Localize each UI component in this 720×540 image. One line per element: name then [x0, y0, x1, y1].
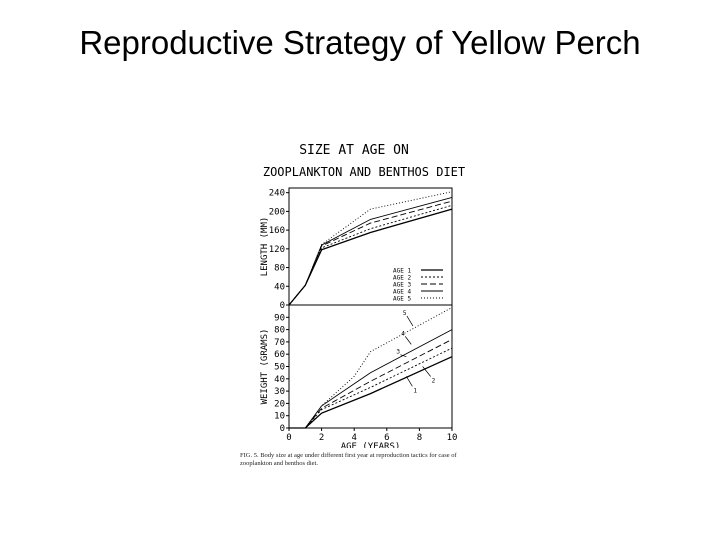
y-tick-label: 240 — [269, 189, 285, 199]
x-tick-label: 0 — [286, 433, 291, 443]
y-axis-label: WEIGHT (GRAMS) — [260, 329, 270, 405]
y-tick-label: 50 — [274, 363, 285, 373]
series-end-label: 2 — [432, 378, 436, 385]
figure-caption: FIG. 5. Body size at age under different… — [240, 452, 457, 467]
series-label-pointer — [422, 366, 431, 377]
y-tick-label: 90 — [274, 313, 285, 323]
chart-svg: SIZE AT AGE ON ZOOPLANKTON AND BENTHOS D… — [260, 143, 465, 452]
x-axis-label: AGE (YEARS) — [341, 442, 401, 448]
y-axis-label: LENGTH (MM) — [260, 217, 270, 277]
legend-label: AGE 2 — [393, 275, 411, 282]
y-tick-label: 200 — [269, 207, 285, 217]
series-label-pointer — [400, 354, 407, 357]
y-tick-label: 60 — [274, 350, 285, 360]
series-end-label: 5 — [403, 310, 407, 317]
x-tick-label: 8 — [417, 433, 422, 443]
plot-frame — [288, 304, 453, 429]
series-line-5 — [288, 191, 453, 306]
y-tick-label: 120 — [269, 245, 285, 255]
y-tick-label: 0 — [280, 301, 285, 311]
y-tick-label: 80 — [274, 326, 285, 336]
series-end-label: 3 — [396, 349, 400, 356]
y-tick-label: 40 — [274, 282, 285, 292]
figure-title-line1: SIZE AT AGE ON — [299, 143, 409, 158]
series-end-label: 1 — [413, 387, 417, 394]
chart-figure: SIZE AT AGE ON ZOOPLANKTON AND BENTHOS D… — [236, 138, 496, 478]
series-line-2 — [288, 204, 453, 306]
x-tick-label: 6 — [384, 433, 389, 443]
series-line-2 — [289, 347, 453, 429]
series-label-pointer — [404, 336, 412, 345]
x-tick-label: 2 — [319, 433, 324, 443]
series-line-3 — [289, 338, 453, 429]
series-line-4 — [289, 329, 453, 429]
y-tick-label: 10 — [274, 412, 285, 422]
legend-label: AGE 5 — [393, 296, 411, 303]
series-line-5 — [289, 307, 453, 429]
legend-label: AGE 3 — [393, 282, 411, 289]
figure-title-line2: ZOOPLANKTON AND BENTHOS DIET — [263, 165, 465, 179]
series-end-label: 4 — [401, 330, 405, 337]
y-tick-label: 70 — [274, 338, 285, 348]
x-tick-label: 4 — [351, 433, 356, 443]
y-tick-label: 160 — [269, 226, 285, 236]
legend-label: AGE 4 — [393, 289, 411, 296]
plot-frame — [288, 187, 453, 306]
y-tick-label: 30 — [274, 387, 285, 397]
series-line-4 — [288, 196, 453, 306]
y-tick-label: 20 — [274, 399, 285, 409]
series-label-pointer — [406, 315, 414, 327]
legend-label: AGE 1 — [393, 268, 411, 275]
slide-title: Reproductive Strategy of Yellow Perch — [79, 24, 641, 61]
y-tick-label: 40 — [274, 375, 285, 385]
y-tick-label: 80 — [274, 264, 285, 274]
x-tick-label: 10 — [447, 433, 458, 443]
series-label-pointer — [406, 376, 413, 387]
y-tick-label: 0 — [280, 424, 285, 434]
